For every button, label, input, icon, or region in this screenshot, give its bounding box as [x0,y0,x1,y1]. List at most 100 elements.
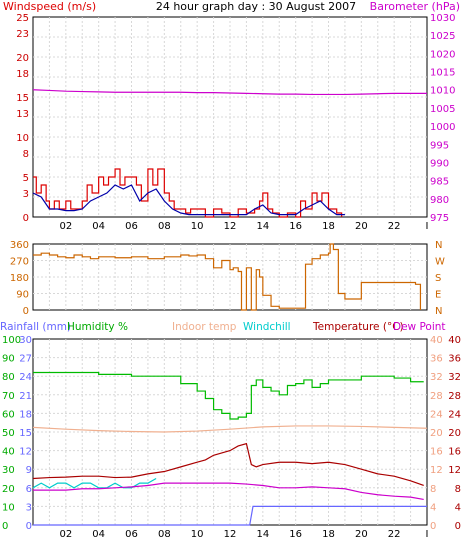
barometer-tick-label: 1025 [430,31,455,42]
barometer-axis-label: Barometer (hPa) [370,0,460,13]
windspeed-tick-label: 15 [16,93,29,104]
indoor-temp-tick-label: 28 [430,391,443,402]
humidity-tick-label: 60 [2,409,15,420]
series-dew-point [33,482,424,501]
indoor-temp-tick-label: 36 [430,354,443,365]
humidity-tick-label: 30 [2,465,15,476]
direction-tick-label: 0 [23,306,29,317]
indoor-temp-tick-label: 0 [430,521,436,532]
rain-tick-label: 6 [26,484,32,495]
temperature-tick-label: 4 [455,502,461,513]
barometer-tick-label: 990 [430,158,449,169]
rain-tick-label: 0 [26,521,32,532]
indoor-temp-tick-label: 24 [430,409,443,420]
windspeed-tick-label: 25 [16,13,29,24]
windspeed-tick-label: 5 [23,173,29,184]
x-tick-label: 20 [355,529,368,540]
humidity-tick-label: 10 [2,502,15,513]
legend-humidity: Humidity % [67,321,128,333]
series-wind-direction [33,243,422,311]
rain-tick-label: 30 [19,335,32,346]
x-tick-label: 16 [289,529,302,540]
x-tick-label: 04 [92,529,105,540]
compass-label: N [435,306,442,317]
windspeed-tick-label: 23 [16,29,29,40]
compass-label: N [435,240,442,251]
barometer-tick-label: 995 [430,140,449,151]
humidity-tick-label: 50 [2,428,15,439]
barometer-tick-label: 1030 [430,13,455,24]
rain-tick-label: 9 [26,465,32,476]
series-humidity [33,371,424,420]
windspeed-tick-label: 0 [23,213,29,224]
series-average-wind [32,184,345,216]
x-tick-label: 14 [256,221,269,232]
indoor-temp-tick-label: 4 [430,502,436,513]
barometer-tick-label: 1000 [430,122,455,133]
humidity-tick-label: 80 [2,372,15,383]
temperature-tick-label: 28 [448,391,461,402]
temperature-tick-label: 40 [448,335,461,346]
indoor-temp-tick-label: 12 [430,465,443,476]
legend-rainfall-mm: Rainfall (mm) [0,321,71,333]
humidity-tick-label: 70 [2,391,15,402]
windspeed-tick-label: 3 [23,189,29,200]
barometer-tick-label: 1005 [430,104,455,115]
temperature-tick-label: 36 [448,354,461,365]
barometer-tick-label: 1015 [430,68,455,79]
compass-label: E [435,290,441,301]
direction-tick-label: 180 [10,273,29,284]
x-tick-label: 22 [388,529,401,540]
chart-title: 24 hour graph day : 30 August 2007 [156,0,356,13]
x-tick-label: 12 [224,529,237,540]
x-tick-label: 12 [224,221,237,232]
temperature-tick-label: 8 [455,484,461,495]
humidity-tick-label: 40 [2,447,15,458]
humidity-tick-label: 100 [2,335,21,346]
x-tick-label: 02 [59,221,72,232]
windspeed-tick-label: 8 [23,149,29,160]
rain-tick-label: 27 [19,354,32,365]
temperature-tick-label: 16 [448,447,461,458]
series-rainfall-mm [33,505,427,526]
indoor-temp-tick-label: 32 [430,372,443,383]
series-temperature-c [32,442,424,487]
x-tick-label: 06 [125,221,138,232]
x-tick-label: 08 [158,529,171,540]
legend-windchill: Windchill [243,321,291,333]
x-tick-label: 22 [388,221,401,232]
temperature-tick-label: 12 [448,465,461,476]
rain-tick-label: 18 [19,409,32,420]
legend-temperature-c: Temperature (°C) [312,321,404,333]
x-tick-label: 16 [289,221,302,232]
rain-tick-label: 12 [19,447,32,458]
x-tick-label: 08 [158,221,171,232]
x-tick-label: 14 [256,529,269,540]
windspeed-tick-label: 10 [16,133,29,144]
indoor-temp-tick-label: 16 [430,447,443,458]
windspeed-tick-label: 18 [16,69,29,80]
windspeed-tick-label: 20 [16,53,29,64]
series-windspeed-m-s [33,168,343,218]
rain-tick-label: 24 [19,372,32,383]
direction-tick-label: 270 [10,257,29,268]
x-tick-label: 20 [355,221,368,232]
indoor-temp-tick-label: 40 [430,335,443,346]
x-tick-label: I [426,529,429,540]
temperature-tick-label: 0 [455,521,461,532]
legend-dew-point: Dew Point [393,321,446,333]
direction-tick-label: 360 [10,240,29,251]
compass-label: S [435,273,441,284]
rain-tick-label: 15 [19,428,32,439]
legend-indoor-temp: Indoor temp [172,321,237,333]
temperature-tick-label: 24 [448,409,461,420]
humidity-tick-label: 0 [2,521,8,532]
humidity-tick-label: 20 [2,484,15,495]
rain-tick-label: 3 [26,502,32,513]
barometer-tick-label: 985 [430,177,449,188]
x-tick-label: 10 [191,529,204,540]
barometer-tick-label: 980 [430,195,449,206]
barometer-tick-label: 1010 [430,86,455,97]
